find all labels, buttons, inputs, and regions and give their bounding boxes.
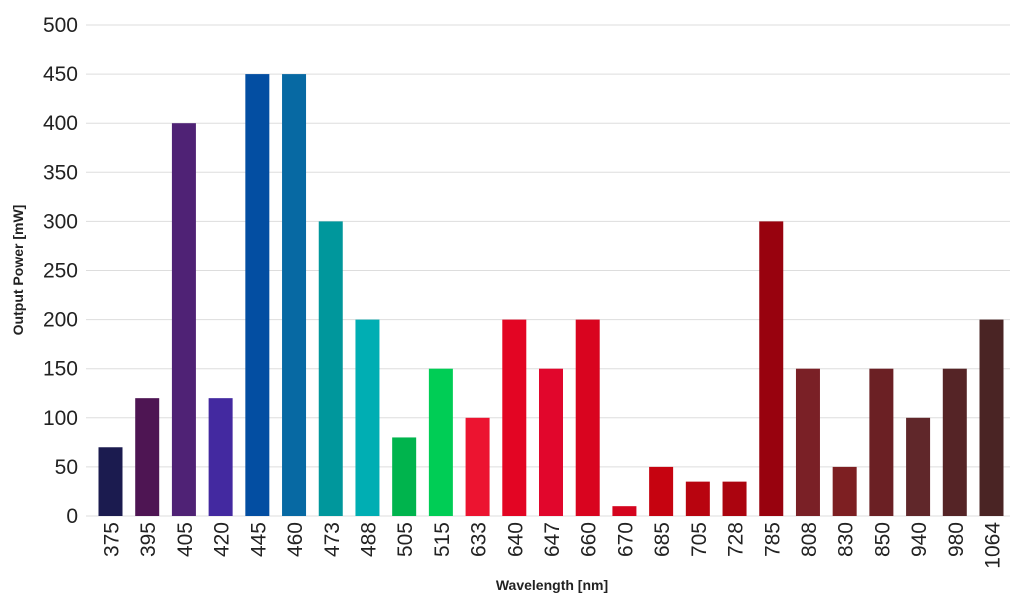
x-tick-label: 728 (725, 522, 748, 557)
x-tick-label: 660 (578, 522, 601, 557)
y-axis-ticks: 0 50 100 150 200 250 300 350 400 450 500 (43, 14, 78, 528)
x-tick-label: 940 (908, 522, 931, 557)
y-tick-label: 250 (43, 260, 78, 283)
x-tick-label: 705 (688, 522, 711, 557)
y-tick-label: 150 (43, 358, 78, 381)
x-tick-label: 685 (651, 522, 674, 557)
bar-375 (98, 447, 123, 516)
x-tick-label: 1064 (982, 522, 1005, 569)
bar-633 (465, 417, 490, 516)
y-tick-label: 350 (43, 161, 78, 184)
bar-830 (832, 466, 857, 516)
x-axis-ticks: 375 395 405 420 445 460 473 488 505 515 633 640 647 6… (101, 522, 1005, 569)
bar-473 (318, 221, 343, 516)
x-tick-label: 633 (468, 522, 491, 557)
x-axis-label: Wavelength [nm] (496, 577, 608, 593)
y-tick-label: 0 (66, 505, 78, 528)
bar-405 (171, 123, 196, 516)
y-tick-label: 50 (55, 456, 78, 479)
bar-647 (539, 368, 563, 516)
bar-980 (942, 368, 967, 516)
x-tick-label: 488 (357, 522, 380, 557)
bar-685 (649, 466, 674, 516)
bar-515 (428, 368, 453, 516)
x-tick-label: 405 (174, 522, 197, 557)
x-tick-label: 445 (247, 522, 270, 557)
bar-1064 (979, 319, 1004, 516)
x-tick-label: 850 (871, 522, 894, 557)
bar-705 (685, 481, 710, 516)
x-tick-label: 505 (394, 522, 417, 557)
y-tick-label: 200 (43, 309, 78, 332)
x-tick-label: 980 (945, 522, 968, 557)
x-tick-label: 395 (137, 522, 160, 557)
y-tick-label: 400 (43, 112, 78, 135)
bar-488 (355, 319, 380, 516)
x-tick-label: 375 (101, 522, 124, 557)
x-tick-label: 808 (798, 522, 821, 557)
bar-395 (135, 398, 160, 516)
y-tick-label: 450 (43, 63, 78, 86)
bar-640 (502, 319, 527, 516)
y-tick-label: 500 (43, 14, 78, 37)
x-tick-label: 473 (321, 522, 344, 557)
x-tick-label: 670 (614, 522, 637, 557)
x-tick-label: 647 (541, 522, 564, 557)
bars (98, 74, 1004, 516)
bar-660 (575, 319, 600, 516)
bar-940 (906, 417, 931, 516)
x-tick-label: 460 (284, 522, 307, 557)
bar-785 (759, 221, 784, 516)
x-tick-label: 785 (761, 522, 784, 557)
bar-850 (869, 368, 894, 516)
y-tick-label: 300 (43, 210, 78, 233)
x-tick-label: 515 (431, 522, 454, 557)
x-tick-label: 830 (835, 522, 858, 557)
x-tick-label: 640 (504, 522, 527, 557)
x-tick-label: 420 (211, 522, 234, 557)
bar-460 (282, 74, 307, 516)
bar-445 (245, 74, 270, 516)
bar-505 (392, 437, 417, 516)
bar-808 (795, 368, 820, 516)
y-tick-label: 100 (43, 407, 78, 430)
bar-670 (612, 506, 637, 516)
y-axis-label: Output Power [mW] (10, 205, 26, 336)
gridlines (86, 24, 1010, 517)
bar-728 (722, 481, 747, 516)
bar-420 (208, 398, 233, 516)
